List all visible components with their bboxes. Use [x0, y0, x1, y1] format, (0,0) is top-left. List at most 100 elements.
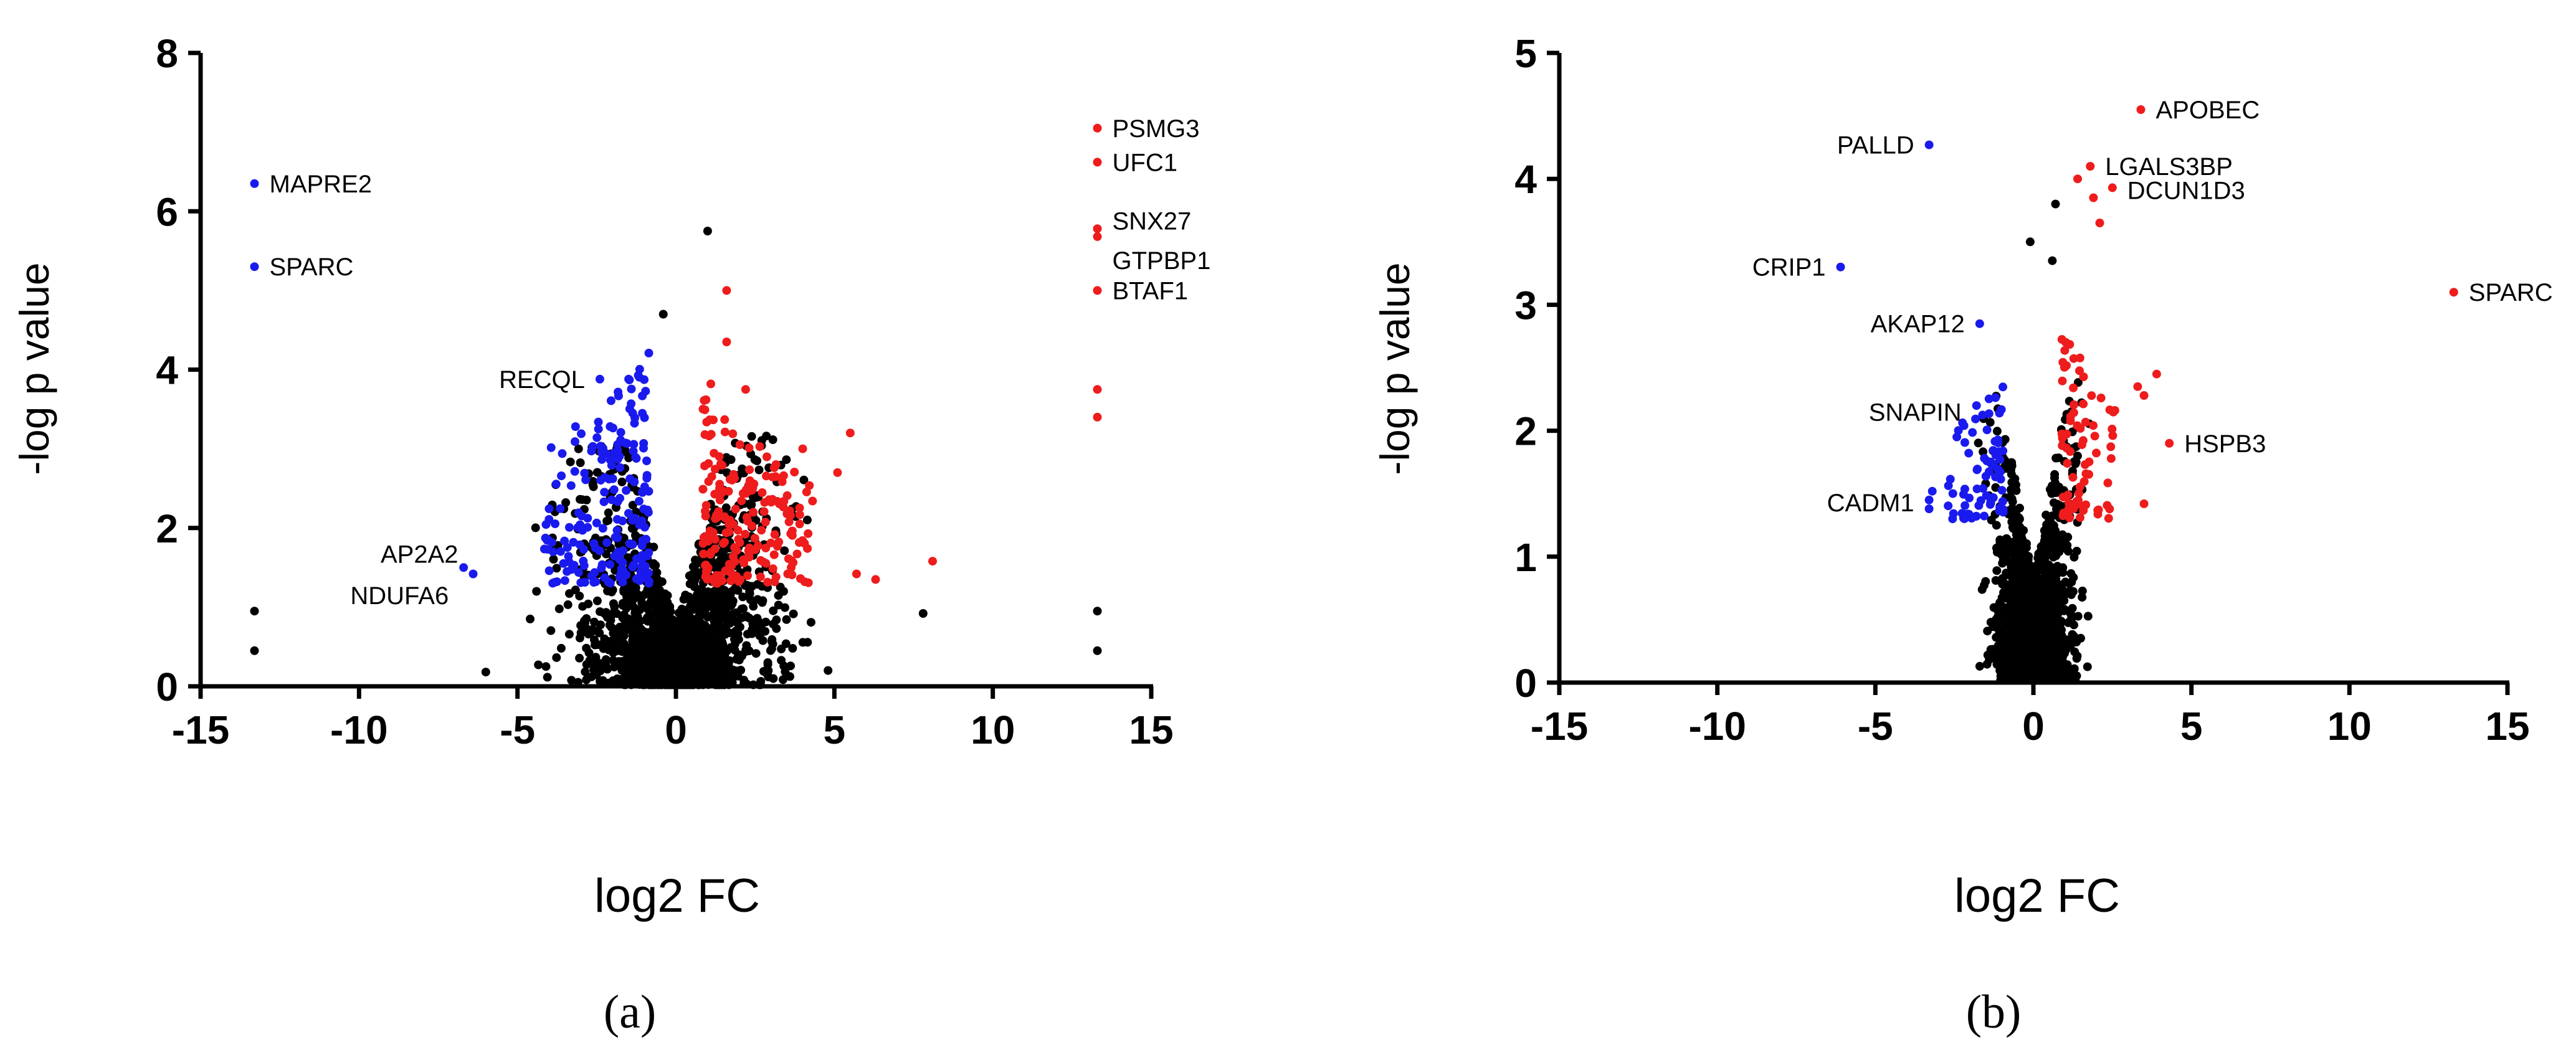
point-down	[1979, 484, 1988, 493]
point-ns	[638, 666, 647, 676]
point-up	[795, 519, 804, 529]
point-up	[1093, 412, 1102, 422]
point-down	[613, 440, 622, 449]
point-down-labeled	[1924, 140, 1934, 149]
point-ns	[780, 603, 789, 612]
point-up	[2094, 505, 2103, 514]
point-up-labeled	[1093, 232, 1102, 241]
point-ns	[726, 455, 736, 464]
point-ns	[680, 622, 689, 631]
point-down	[1959, 514, 1968, 523]
point-down	[615, 494, 624, 503]
point-ns	[2070, 552, 2079, 562]
point-ns	[683, 652, 693, 661]
point-ns	[682, 660, 691, 669]
point-down	[632, 554, 641, 564]
point-down	[597, 564, 606, 573]
point-up	[720, 415, 730, 424]
y-tick-label: 0	[1514, 661, 1537, 706]
y-tick-label: 8	[156, 31, 178, 76]
point-down	[1997, 405, 2006, 414]
point-up	[755, 442, 764, 451]
point-ns	[589, 482, 598, 491]
point-ns	[685, 571, 694, 580]
point-ns	[2017, 623, 2027, 633]
point-ns	[643, 617, 652, 626]
point-down	[1927, 486, 1937, 496]
point-up	[741, 485, 751, 495]
point-down	[618, 577, 627, 587]
point-ns	[747, 432, 756, 441]
point-ns	[2041, 645, 2050, 654]
point-ns	[563, 600, 573, 609]
point-ns	[2012, 510, 2021, 519]
point-ns	[618, 599, 627, 608]
point-ns	[778, 675, 787, 684]
point-ns	[592, 468, 602, 477]
point-up-labeled	[1093, 286, 1102, 295]
point-down	[567, 565, 576, 574]
point-up	[796, 574, 805, 583]
point-down	[634, 496, 644, 506]
point-up	[722, 338, 731, 346]
point-up	[730, 557, 739, 566]
point-up	[744, 443, 754, 453]
point-ns	[649, 542, 658, 552]
point-ns	[1981, 577, 1990, 586]
point-down	[600, 488, 609, 497]
point-ns	[669, 627, 678, 636]
point-up	[762, 452, 771, 461]
x-tick-label: 5	[824, 707, 846, 752]
point-ns	[591, 640, 599, 650]
point-down	[574, 568, 583, 577]
point-ns	[727, 613, 736, 622]
gene-label: PSMG3	[1113, 115, 1200, 143]
point-ns	[581, 667, 590, 676]
point-down	[616, 569, 625, 579]
point-up	[2058, 493, 2068, 502]
point-ns	[2048, 256, 2057, 265]
point-up	[2069, 383, 2078, 392]
point-ns	[1986, 647, 1995, 656]
point-ns	[1991, 576, 2000, 585]
point-ns	[2078, 593, 2087, 602]
point-ns	[2043, 577, 2052, 587]
point-ns	[2019, 526, 2028, 535]
point-ns	[617, 477, 627, 486]
point-up	[789, 558, 798, 567]
point-up	[710, 465, 720, 474]
point-ns	[554, 604, 564, 613]
gene-label: CADM1	[1827, 490, 1914, 517]
point-down	[1989, 446, 1998, 455]
point-ns	[627, 524, 637, 533]
point-down	[630, 419, 639, 428]
point-ns	[667, 618, 676, 628]
x-tick-label: -15	[172, 707, 230, 752]
point-down	[618, 558, 627, 567]
point-up	[768, 495, 777, 504]
point-down	[577, 429, 586, 438]
point-ns	[680, 612, 690, 621]
point-up	[845, 428, 855, 438]
point-ns	[2030, 590, 2040, 600]
point-ns	[1994, 641, 2003, 650]
point-up	[761, 543, 771, 552]
point-ns	[668, 657, 678, 666]
point-down	[644, 348, 654, 357]
point-ns	[250, 607, 259, 616]
point-ns	[718, 610, 728, 620]
point-ns	[746, 499, 755, 508]
point-ns	[728, 665, 738, 674]
point-ns	[2018, 567, 2027, 576]
point-ns	[2050, 594, 2060, 603]
point-ns	[532, 587, 541, 596]
point-down	[641, 387, 650, 396]
point-ns	[649, 561, 658, 570]
point-down	[571, 437, 579, 447]
point-up	[720, 537, 729, 547]
point-ns	[2047, 488, 2056, 498]
point-down	[556, 547, 565, 556]
point-ns	[782, 455, 791, 465]
point-down	[566, 481, 576, 490]
point-down-labeled	[459, 563, 468, 572]
